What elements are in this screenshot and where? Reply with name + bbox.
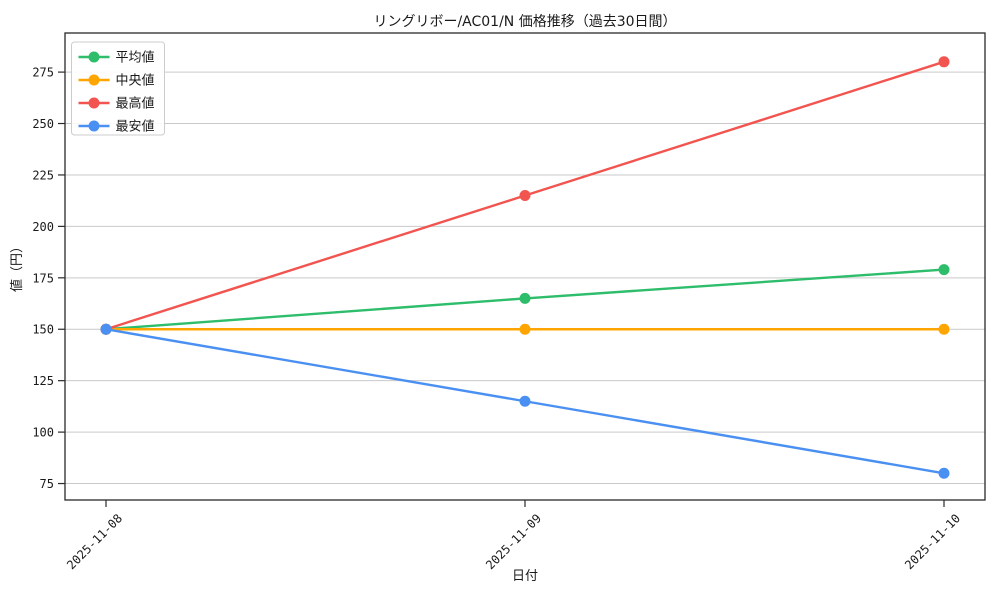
legend-label-median: 中央値 [116,73,155,89]
x-axis-label: 日付 [512,569,538,584]
legend-label-min: 最安値 [116,119,155,135]
legend-marker-average-icon [88,51,100,63]
legend-item-max: 最高値 [78,96,155,112]
y-tick-label: 275 [32,66,54,80]
legend-marker-max-icon [88,97,100,109]
y-axis-ticks: 75 100 125 150 175 200 225 250 275 [32,66,65,491]
x-tick-label: 2025-11-09 [483,511,544,572]
data-point-min-1 [519,395,531,407]
y-tick-label: 225 [32,168,54,182]
y-axis-label: 値（円） [9,240,25,292]
data-point-median-1 [519,323,531,335]
legend-label-average: 平均値 [116,50,155,66]
legend-item-median: 中央値 [78,73,155,89]
legend-item-average: 平均値 [78,50,155,66]
y-tick-label: 100 [32,426,54,440]
series-lines [100,56,950,479]
y-tick-label: 150 [32,323,54,337]
data-point-average-1 [519,292,531,304]
x-axis-ticks: 2025-11-08 2025-11-09 2025-11-10 [64,500,963,572]
y-tick-label: 75 [40,477,54,491]
chart-title: リングリボー/AC01/N 価格推移（過去30日間） [373,14,676,30]
legend-marker-median-icon [88,74,100,86]
data-point-average-2 [938,264,950,276]
data-point-median-2 [938,323,950,335]
legend-item-min: 最安値 [78,119,155,135]
y-tick-label: 175 [32,271,54,285]
y-tick-label: 200 [32,220,54,234]
x-tick-label: 2025-11-10 [902,511,963,572]
gridlines [65,71,985,485]
legend-marker-min-icon [88,120,100,132]
plot-border [64,32,986,501]
legend-frame [71,41,165,136]
data-point-max-1 [519,190,531,202]
legend-label-max: 最高値 [116,96,155,112]
data-point-min-2 [938,467,950,479]
y-tick-label: 125 [32,374,54,388]
x-tick-label: 2025-11-08 [64,511,125,572]
data-point-max-2 [938,56,950,68]
data-point-min-0 [100,323,112,335]
y-tick-label: 250 [32,117,54,131]
